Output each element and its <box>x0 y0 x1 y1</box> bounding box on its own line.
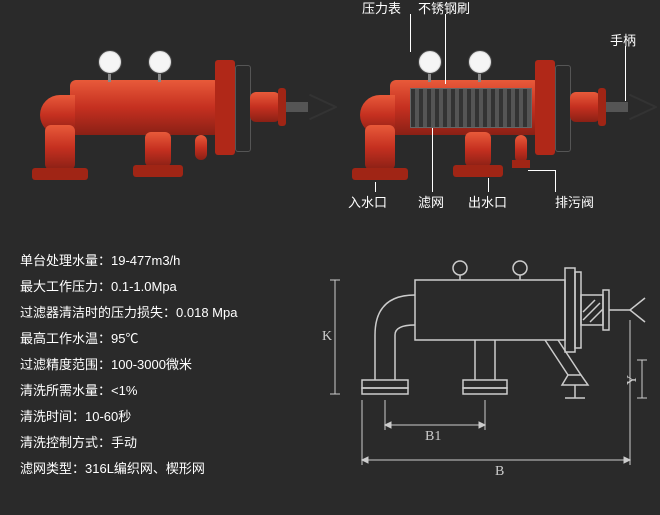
spec-label: 最大工作压力： <box>20 279 111 294</box>
spec-label: 过滤器清洁时的压力损失： <box>20 305 176 320</box>
spec-value: 316L编织网、楔形网 <box>85 461 205 476</box>
spec-label: 滤网类型： <box>20 461 85 476</box>
spec-row: 单台处理水量：19-477m3/h <box>20 248 237 274</box>
dim-B1: B1 <box>425 429 441 444</box>
specs-list: 单台处理水量：19-477m3/h 最大工作压力：0.1-1.0Mpa 过滤器清… <box>20 248 237 482</box>
spec-value: 手动 <box>111 435 137 450</box>
dim-B: B <box>495 464 504 479</box>
spec-value: 10-60秒 <box>85 409 131 424</box>
spec-row: 清洗时间：10-60秒 <box>20 404 237 430</box>
label-screen: 滤网 <box>418 192 444 211</box>
spec-label: 清洗所需水量： <box>20 383 111 398</box>
spec-label: 单台处理水量： <box>20 253 111 268</box>
spec-row: 滤网类型：316L编织网、楔形网 <box>20 456 237 482</box>
schematic-drawing: K B1 B Y <box>320 260 650 490</box>
spec-row: 清洗控制方式：手动 <box>20 430 237 456</box>
spec-label: 清洗控制方式： <box>20 435 111 450</box>
spec-label: 过滤精度范围： <box>20 357 111 372</box>
spec-label: 最高工作水温： <box>20 331 111 346</box>
spec-value: 95℃ <box>111 331 138 346</box>
spec-value: 0.1-1.0Mpa <box>111 279 177 294</box>
spec-value: 19-477m3/h <box>111 253 180 268</box>
label-pressure-gauge: 压力表 <box>362 0 401 17</box>
dim-K: K <box>322 329 332 344</box>
spec-value: <1% <box>111 383 137 398</box>
spec-value: 100-3000微米 <box>111 357 192 372</box>
spec-row: 过滤精度范围：100-3000微米 <box>20 352 237 378</box>
spec-label: 清洗时间： <box>20 409 85 424</box>
spec-row: 最大工作压力：0.1-1.0Mpa <box>20 274 237 300</box>
label-outlet: 出水口 <box>468 192 507 211</box>
label-drain-valve: 排污阀 <box>555 192 594 211</box>
top-section: 压力表 不锈钢刷 手柄 入水口 滤网 出水口 排污阀 <box>0 0 660 230</box>
spec-row: 最高工作水温：95℃ <box>20 326 237 352</box>
label-inlet: 入水口 <box>348 192 387 211</box>
label-steel-brush: 不锈钢刷 <box>418 0 470 17</box>
spec-value: 0.018 Mpa <box>176 305 237 320</box>
label-handle: 手柄 <box>610 30 636 49</box>
spec-row: 清洗所需水量：<1% <box>20 378 237 404</box>
spec-row: 过滤器清洁时的压力损失：0.018 Mpa <box>20 300 237 326</box>
dim-Y: Y <box>625 375 640 385</box>
